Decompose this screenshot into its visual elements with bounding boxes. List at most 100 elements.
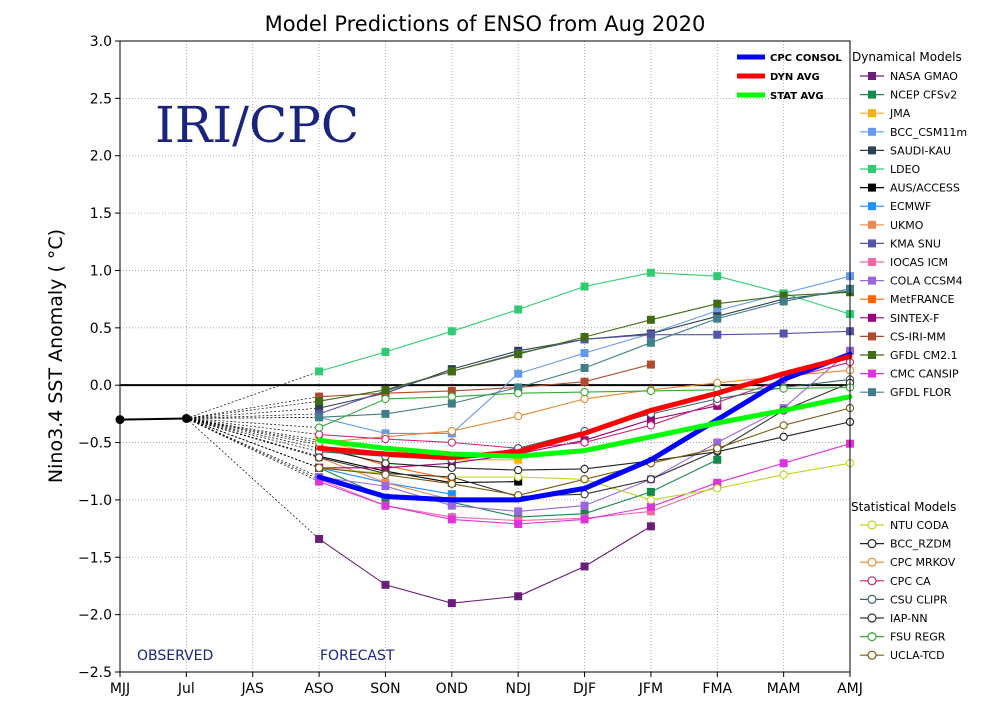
data-point xyxy=(713,484,722,493)
y-tick-label: −2.5 xyxy=(78,665,112,681)
y-axis-ticks: 3.0 2.5 2.0 1.5 1.0 0.5 0.0 −0.5 −1.0 −1.5 −2.0 −2.… xyxy=(78,34,120,681)
legend-label: MetFRANCE xyxy=(890,293,955,306)
data-point xyxy=(314,423,324,432)
data-point xyxy=(580,509,589,518)
data-point xyxy=(447,438,456,447)
data-point xyxy=(580,363,589,372)
data-point xyxy=(713,272,722,281)
legend-label: BCC_CSM11m xyxy=(890,126,967,139)
forecast-fan-line xyxy=(186,371,320,419)
legend-label: GFDL CM2.1 xyxy=(890,349,958,362)
x-tick-label: FMA xyxy=(702,681,732,697)
data-point xyxy=(381,470,390,479)
x-tick-label: AMJ xyxy=(837,681,863,697)
dynamical-legend-title: Dynamical Models xyxy=(852,50,962,64)
legend-swatch-marker xyxy=(868,165,876,173)
y-tick-label: 0.0 xyxy=(90,378,112,394)
chart-title: Model Predictions of ENSO from Aug 2020 xyxy=(265,12,706,36)
data-point xyxy=(779,421,788,430)
y-tick-label: −2.0 xyxy=(78,608,112,624)
legend-swatch-marker xyxy=(867,538,877,549)
data-point xyxy=(381,580,390,589)
series-line xyxy=(318,525,652,604)
data-point xyxy=(315,404,324,413)
data-point xyxy=(514,472,523,482)
y-tick-label: 2.0 xyxy=(90,149,112,165)
y-tick-label: −0.5 xyxy=(78,436,112,452)
data-point xyxy=(580,562,589,571)
data-point xyxy=(514,350,523,359)
y-axis-label: Nino3.4 SST Anomaly ( °C) xyxy=(45,229,67,483)
data-point xyxy=(580,387,589,397)
dynamical-legend: NASA GMAO NCEP CFSv2 JMA BCC_CSM11m SAUDI-KA… xyxy=(860,70,967,399)
legend-swatch-marker xyxy=(868,220,876,229)
data-point xyxy=(713,314,722,323)
data-point xyxy=(381,463,390,472)
data-point xyxy=(646,502,655,511)
data-point xyxy=(779,432,788,441)
legend-swatch-marker xyxy=(868,183,876,192)
data-point xyxy=(381,482,390,491)
data-point xyxy=(447,426,456,436)
forecast-fan-line xyxy=(186,416,320,419)
legend-label: CPC MRKOV xyxy=(890,556,956,569)
data-point xyxy=(580,501,589,510)
legend-label: STAT AVG xyxy=(770,91,824,102)
forecast-fan-line xyxy=(186,418,320,478)
data-point xyxy=(447,599,456,608)
legend-swatch-marker xyxy=(867,613,877,623)
legend-label: UKMO xyxy=(890,219,924,232)
data-point xyxy=(514,592,523,601)
data-point xyxy=(646,415,655,424)
x-tick-label: NDJ xyxy=(505,681,530,697)
legend-swatch-marker xyxy=(868,72,876,80)
data-point xyxy=(514,520,523,529)
legend-swatch-marker xyxy=(868,295,876,304)
legend-swatch-marker xyxy=(867,520,877,530)
legend-swatch-marker xyxy=(867,576,877,586)
data-point xyxy=(713,444,722,453)
data-point xyxy=(779,291,788,300)
observed-series xyxy=(115,413,191,425)
forecast-fan-line xyxy=(186,418,320,457)
observed-point xyxy=(181,413,191,423)
forecast-label: FORECAST xyxy=(320,648,395,664)
data-point xyxy=(447,479,456,488)
legend-label: NTU CODA xyxy=(890,519,949,532)
y-tick-label: 2.5 xyxy=(90,91,112,107)
data-point xyxy=(514,455,523,464)
legend-label: JMA xyxy=(889,107,911,120)
data-point xyxy=(447,515,456,524)
data-point xyxy=(779,459,788,468)
series-ucla-tcd xyxy=(314,403,855,500)
data-point xyxy=(315,413,324,422)
legend-swatch-marker xyxy=(868,369,876,378)
data-point xyxy=(514,477,523,486)
legend-label: BCC_RZDM xyxy=(890,538,951,551)
x-tick-label: MJJ xyxy=(110,681,130,697)
legend-label: KMA SNU xyxy=(890,237,941,250)
data-point xyxy=(514,412,523,421)
data-point xyxy=(514,305,523,314)
plot-frame xyxy=(119,40,851,673)
data-point xyxy=(646,268,655,277)
legend-swatch-marker xyxy=(868,127,876,136)
y-tick-label: −1.5 xyxy=(78,550,112,566)
x-tick-label: OND xyxy=(436,681,468,697)
data-point xyxy=(580,475,589,484)
forecast-fan-line xyxy=(186,418,320,482)
data-point xyxy=(314,430,324,439)
legend-label: SINTEX-F xyxy=(890,312,939,325)
data-point xyxy=(381,434,390,444)
data-point xyxy=(713,478,722,487)
data-point xyxy=(580,349,589,358)
x-axis-ticks: MJJ Jul JAS ASO SON OND NDJ DJF JFM FMA MAM AMJ xyxy=(110,672,863,697)
legend-label: IAP-NN xyxy=(890,612,928,625)
data-point xyxy=(646,360,655,369)
series-line xyxy=(318,455,519,484)
legend-swatch-marker xyxy=(867,557,877,567)
data-point xyxy=(580,394,589,404)
legend-label: CS-IRI-MM xyxy=(890,330,946,343)
data-point xyxy=(580,490,589,499)
